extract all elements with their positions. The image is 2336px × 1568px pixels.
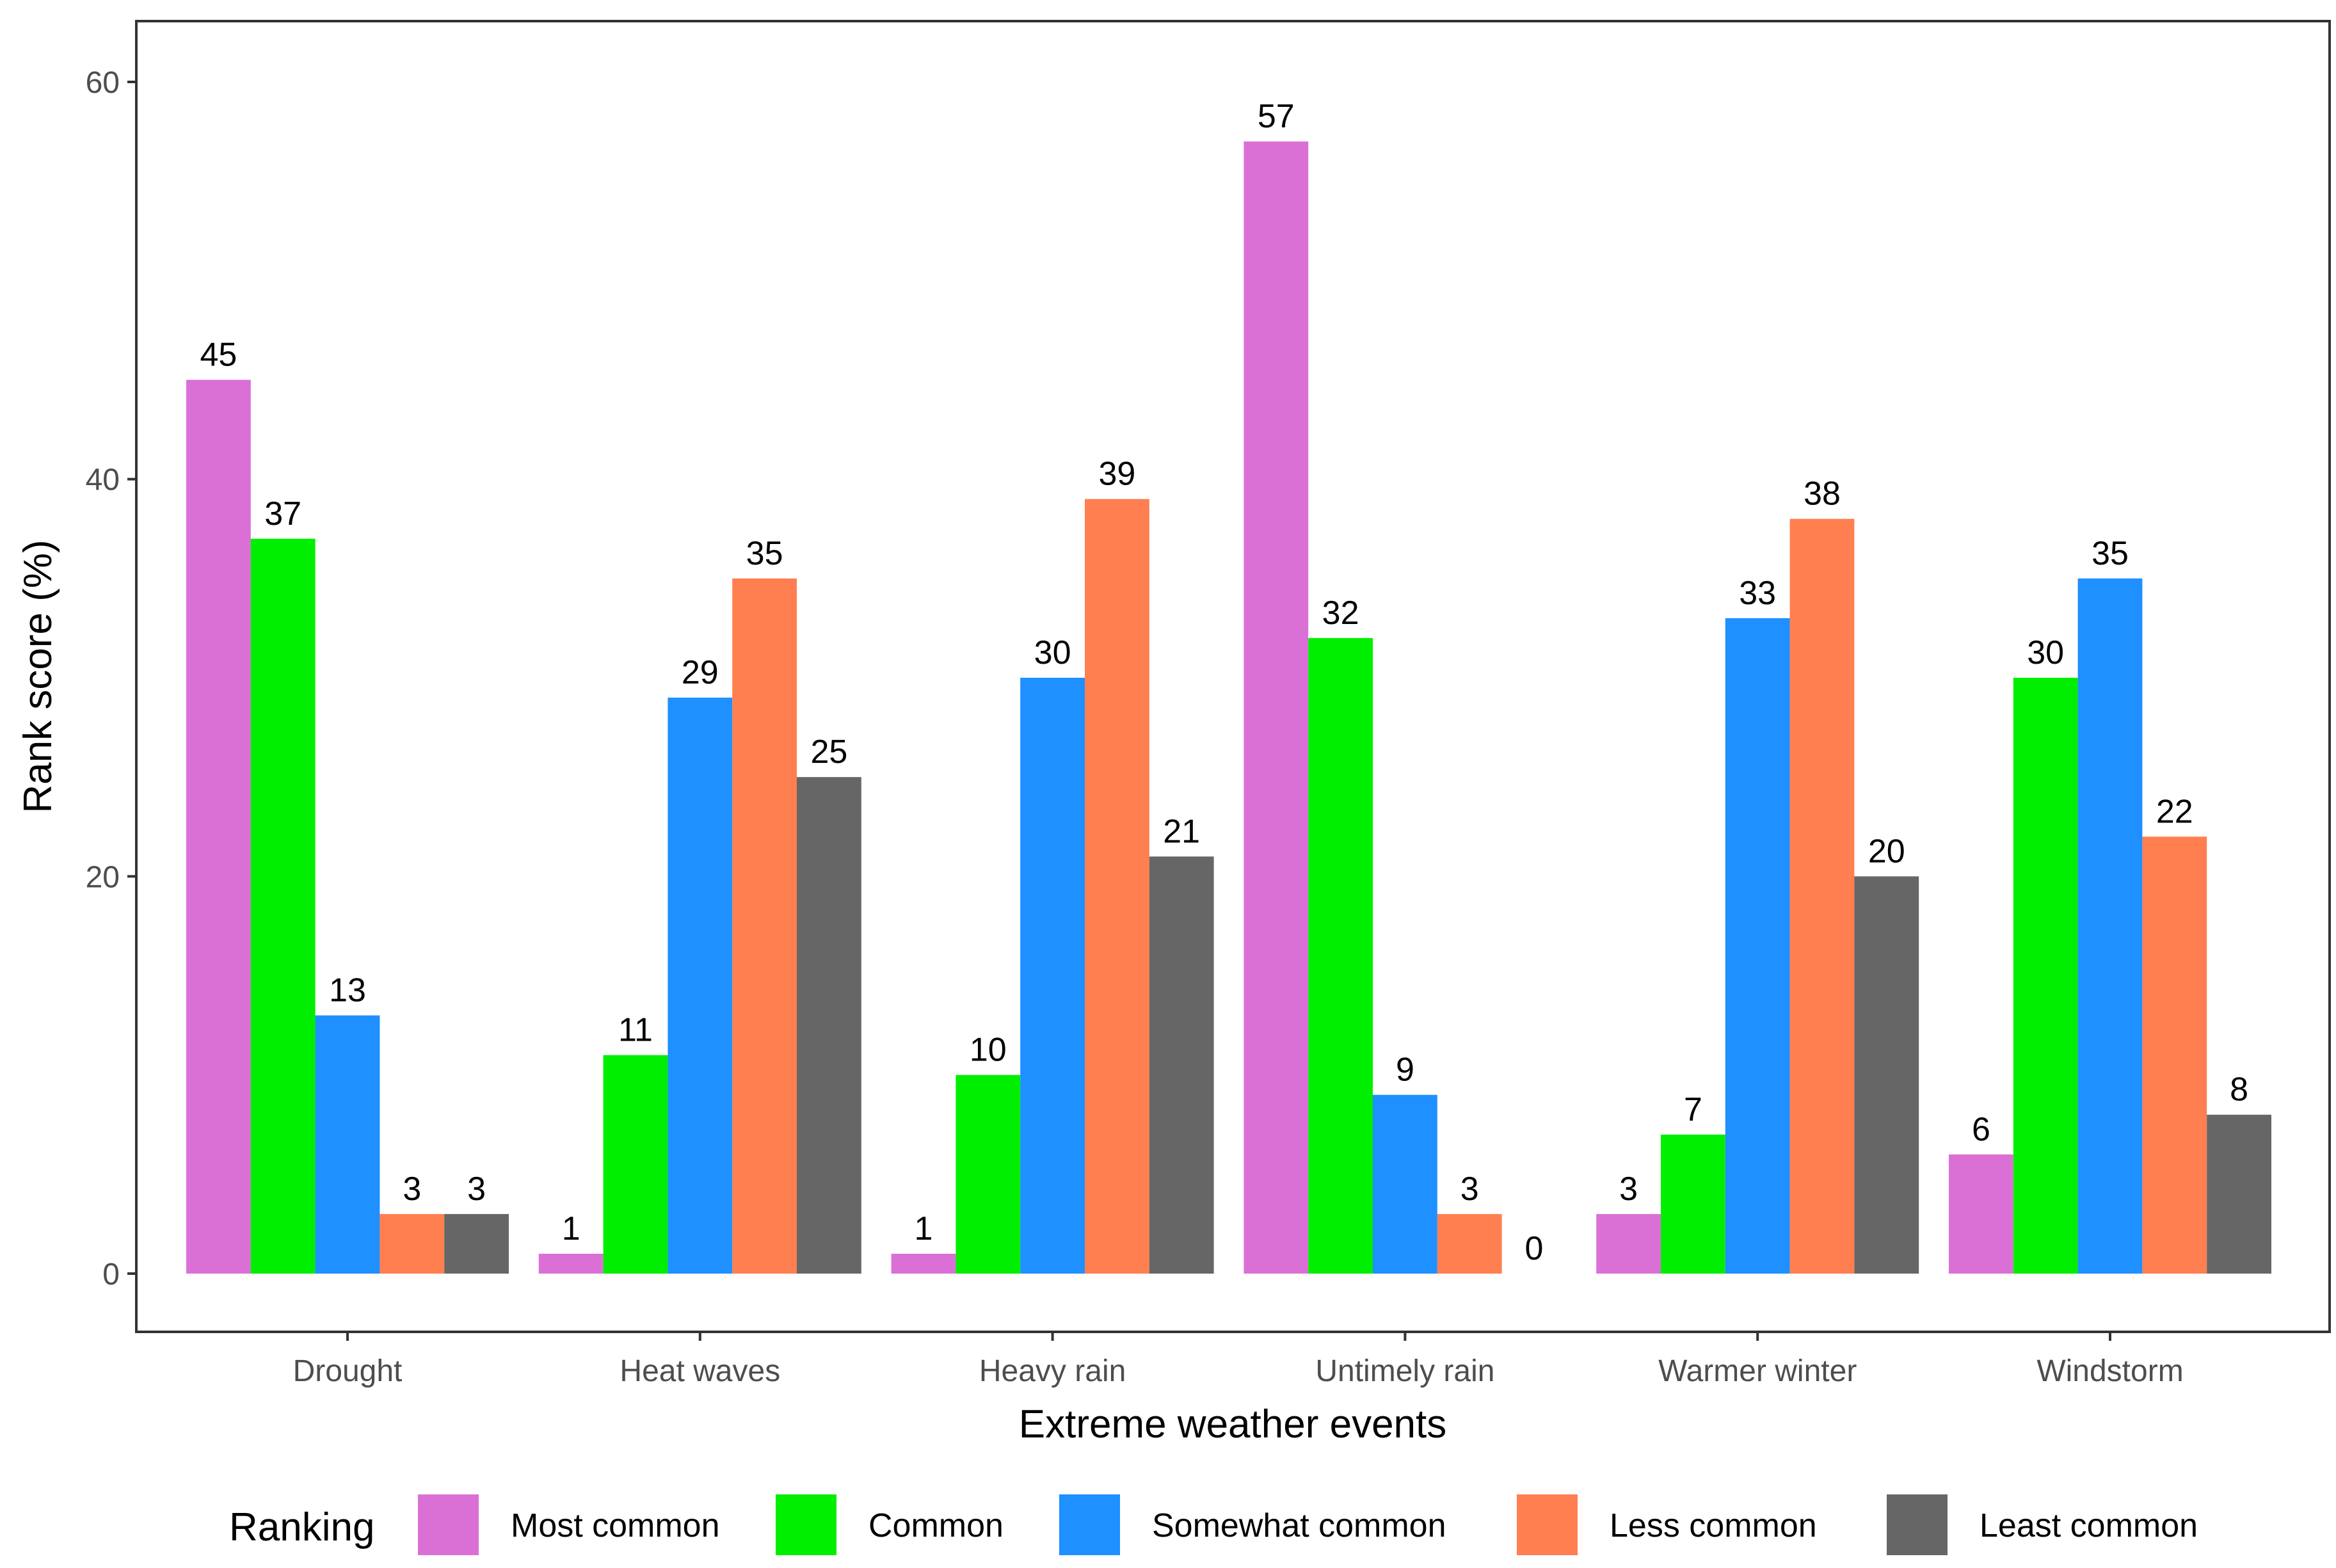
x-tick-label-warmer-winter: Warmer winter — [1658, 1354, 1857, 1388]
data-label-untimely-rain-least-common: 0 — [1525, 1230, 1544, 1267]
bar-untimely-rain-less-common — [1437, 1213, 1502, 1274]
bar-drought-most-common — [186, 380, 251, 1274]
y-tick-label: 0 — [102, 1258, 120, 1292]
bar-windstorm-least-common — [2207, 1114, 2271, 1274]
y-tick-label: 60 — [86, 66, 120, 100]
y-axis: 0 20 40 60 — [86, 66, 136, 1292]
bar-windstorm-most-common — [1949, 1154, 2013, 1274]
data-label-drought-common: 37 — [264, 495, 301, 532]
bar-heat-waves-common — [603, 1055, 668, 1274]
data-label-heavy-rain-somewhat-common: 30 — [1034, 634, 1071, 671]
data-label-heavy-rain-most-common: 1 — [915, 1210, 933, 1247]
legend-label-common: Common — [868, 1507, 1004, 1544]
y-axis-title: Rank score (%) — [16, 540, 60, 813]
data-label-heavy-rain-least-common: 21 — [1163, 813, 1200, 850]
legend-label-least-common: Least common — [1980, 1507, 2198, 1544]
bar-windstorm-less-common — [2142, 836, 2207, 1274]
data-label-heavy-rain-less-common: 39 — [1098, 456, 1135, 493]
bar-warmer-winter-less-common — [1789, 518, 1855, 1274]
bar-drought-least-common — [444, 1213, 509, 1274]
data-label-windstorm-less-common: 22 — [2156, 793, 2193, 830]
bar-heavy-rain-somewhat-common — [1020, 678, 1085, 1274]
data-label-heat-waves-less-common: 35 — [746, 535, 783, 572]
data-label-windstorm-somewhat-common: 35 — [2092, 535, 2129, 572]
x-tick-label-drought: Drought — [293, 1354, 403, 1388]
data-label-drought-least-common: 3 — [467, 1171, 486, 1208]
x-tick-label-heat-waves: Heat waves — [620, 1354, 780, 1388]
data-label-untimely-rain-somewhat-common: 9 — [1396, 1052, 1414, 1089]
bars — [186, 141, 2271, 1274]
data-label-warmer-winter-less-common: 38 — [1804, 476, 1841, 513]
data-label-windstorm-most-common: 6 — [1972, 1111, 1990, 1148]
data-label-warmer-winter-common: 7 — [1684, 1091, 1702, 1128]
bar-heavy-rain-least-common — [1149, 856, 1214, 1274]
legend-label-less-common: Less common — [1610, 1507, 1817, 1544]
x-axis: Drought Heat waves Heavy rain Untimely rain… — [293, 1332, 2184, 1388]
bar-warmer-winter-most-common — [1596, 1213, 1661, 1274]
bar-drought-common — [250, 538, 316, 1274]
x-tick-label-windstorm: Windstorm — [2036, 1354, 2183, 1388]
bar-drought-somewhat-common — [315, 1015, 380, 1274]
x-tick-label-heavy-rain: Heavy rain — [979, 1354, 1126, 1388]
y-tick-label: 20 — [86, 860, 120, 894]
legend-key-most-common — [418, 1494, 479, 1555]
bar-untimely-rain-most-common — [1244, 141, 1309, 1274]
bar-heat-waves-less-common — [732, 578, 797, 1274]
bar-windstorm-common — [2013, 678, 2078, 1274]
data-label-heat-waves-least-common: 25 — [810, 733, 847, 771]
plot-panel-border — [135, 20, 2331, 1333]
data-label-windstorm-common: 30 — [2027, 634, 2064, 671]
data-label-warmer-winter-somewhat-common: 33 — [1739, 575, 1776, 612]
bar-heat-waves-least-common — [797, 777, 861, 1274]
legend-title: Ranking — [229, 1505, 374, 1549]
bar-untimely-rain-common — [1308, 637, 1373, 1274]
data-label-heat-waves-common: 11 — [618, 1012, 653, 1049]
bar-drought-less-common — [380, 1213, 445, 1274]
bar-heavy-rain-less-common — [1085, 499, 1149, 1274]
legend-label-somewhat-common: Somewhat common — [1152, 1507, 1446, 1544]
data-label-warmer-winter-least-common: 20 — [1868, 833, 1905, 870]
bar-warmer-winter-least-common — [1854, 876, 1919, 1274]
data-label-heavy-rain-common: 10 — [970, 1032, 1007, 1069]
bar-warmer-winter-somewhat-common — [1725, 618, 1790, 1274]
data-label-drought-most-common: 45 — [200, 337, 237, 374]
legend-key-least-common — [1887, 1494, 1948, 1555]
data-label-windstorm-least-common: 8 — [2230, 1071, 2248, 1108]
data-label-drought-somewhat-common: 13 — [329, 972, 366, 1009]
bar-heat-waves-somewhat-common — [668, 698, 733, 1274]
x-axis-title: Extreme weather events — [1019, 1402, 1447, 1446]
data-label-heat-waves-somewhat-common: 29 — [682, 654, 719, 691]
data-label-warmer-winter-most-common: 3 — [1619, 1171, 1638, 1208]
legend-label-most-common: Most common — [511, 1507, 720, 1544]
data-label-untimely-rain-common: 32 — [1322, 595, 1359, 632]
bar-heat-waves-most-common — [538, 1253, 604, 1274]
data-label-heat-waves-most-common: 1 — [562, 1210, 580, 1247]
bar-heavy-rain-most-common — [891, 1253, 956, 1274]
bar-heavy-rain-common — [956, 1075, 1021, 1274]
legend-key-common — [776, 1494, 836, 1555]
legend-key-less-common — [1517, 1494, 1578, 1555]
legend-key-somewhat-common — [1059, 1494, 1120, 1555]
x-tick-label-untimely-rain: Untimely rain — [1315, 1354, 1494, 1388]
legend: Ranking Most common Common Somewhat common… — [229, 1494, 2198, 1555]
data-label-untimely-rain-less-common: 3 — [1460, 1171, 1479, 1208]
data-label-drought-less-common: 3 — [403, 1171, 421, 1208]
bar-untimely-rain-somewhat-common — [1373, 1094, 1437, 1274]
data-label-untimely-rain-most-common: 57 — [1258, 98, 1295, 135]
y-tick-label: 40 — [86, 463, 120, 497]
bar-windstorm-somewhat-common — [2077, 578, 2143, 1274]
bar-warmer-winter-common — [1661, 1134, 1725, 1274]
